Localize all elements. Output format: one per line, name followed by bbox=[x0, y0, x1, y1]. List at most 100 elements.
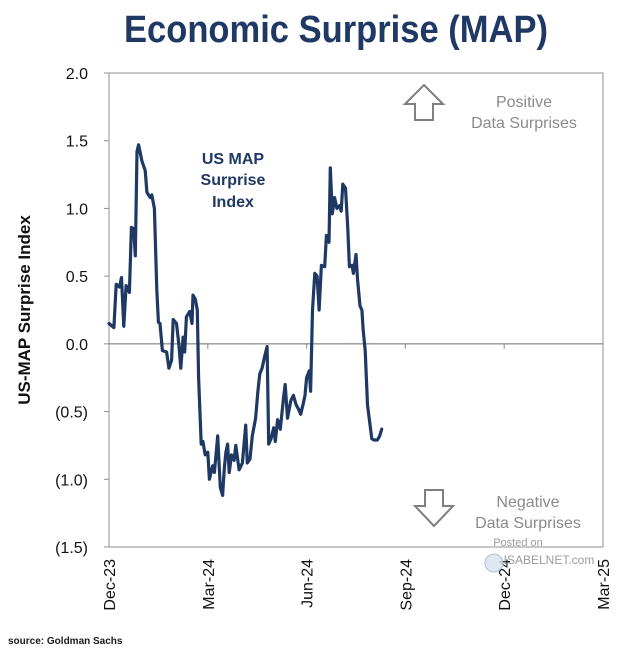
data-point bbox=[314, 272, 316, 275]
series-layer bbox=[107, 143, 384, 498]
data-point bbox=[282, 397, 285, 399]
data-point bbox=[228, 471, 230, 474]
data-point bbox=[364, 349, 367, 352]
data-point bbox=[191, 322, 193, 325]
data-point bbox=[128, 291, 131, 294]
data-point bbox=[347, 227, 349, 230]
data-point bbox=[207, 451, 209, 454]
data-point bbox=[325, 234, 328, 237]
x-tick-label: Sep-24 bbox=[398, 559, 415, 611]
data-point bbox=[336, 207, 338, 210]
data-point bbox=[329, 167, 332, 169]
data-point bbox=[356, 279, 359, 282]
data-point bbox=[305, 376, 308, 379]
data-point bbox=[286, 417, 289, 420]
data-point bbox=[368, 417, 371, 420]
data-point bbox=[223, 467, 226, 470]
data-point bbox=[196, 309, 199, 311]
data-point bbox=[309, 390, 312, 393]
data-point bbox=[134, 255, 137, 257]
data-point bbox=[159, 322, 161, 325]
data-point bbox=[204, 454, 206, 456]
data-point bbox=[211, 464, 214, 467]
data-point bbox=[120, 276, 123, 279]
y-tick-label: 1.5 bbox=[66, 134, 88, 151]
data-point bbox=[254, 417, 257, 420]
data-point bbox=[172, 318, 174, 321]
y-axis-label: US-MAP Surprise Index bbox=[15, 215, 34, 405]
data-point bbox=[299, 413, 302, 416]
data-point bbox=[161, 349, 164, 352]
data-point bbox=[333, 196, 336, 199]
data-point bbox=[233, 459, 235, 462]
data-point bbox=[316, 275, 318, 277]
y-tick-label: 2.0 bbox=[66, 66, 88, 83]
data-point bbox=[113, 326, 115, 329]
data-point bbox=[338, 204, 341, 207]
data-point bbox=[261, 367, 263, 370]
data-point bbox=[221, 494, 224, 497]
data-point bbox=[304, 394, 306, 397]
data-point bbox=[165, 351, 168, 353]
data-point bbox=[230, 454, 233, 456]
data-point bbox=[241, 462, 244, 464]
data-point bbox=[151, 194, 153, 196]
y-axis-ticks: 2.0 1.5 1.0 0.5 0.0 (0.5) (1.0) (1.5) bbox=[55, 66, 109, 557]
data-point bbox=[266, 345, 268, 348]
data-point bbox=[183, 351, 186, 353]
source-note: source: Goldman Sachs bbox=[8, 636, 123, 647]
data-point bbox=[297, 408, 300, 410]
data-point bbox=[318, 309, 320, 311]
data-point bbox=[235, 444, 237, 447]
data-point bbox=[251, 435, 254, 437]
negative-label-line2: Data Surprises bbox=[475, 515, 581, 532]
data-point bbox=[115, 283, 117, 286]
data-point bbox=[259, 372, 261, 375]
data-point bbox=[359, 305, 361, 307]
data-point bbox=[194, 298, 197, 301]
data-point bbox=[216, 435, 219, 437]
y-tick-label: (0.5) bbox=[55, 405, 88, 422]
data-point bbox=[308, 370, 311, 372]
data-point bbox=[371, 437, 373, 440]
data-point bbox=[118, 286, 121, 288]
data-point bbox=[295, 404, 297, 406]
up-arrow-icon bbox=[402, 83, 446, 121]
data-point bbox=[352, 272, 355, 275]
data-point bbox=[376, 439, 379, 441]
data-point bbox=[311, 309, 314, 311]
data-point bbox=[272, 427, 275, 429]
data-point bbox=[244, 424, 247, 426]
data-point bbox=[180, 367, 182, 370]
watermark-line2: ISABELNET.com bbox=[504, 553, 595, 567]
data-point bbox=[362, 329, 365, 332]
data-point bbox=[320, 264, 323, 267]
data-point bbox=[342, 183, 344, 185]
data-point bbox=[331, 213, 334, 215]
data-point bbox=[225, 451, 227, 454]
data-point bbox=[202, 440, 204, 443]
data-point bbox=[351, 264, 353, 267]
series-label-line3: Index bbox=[212, 194, 254, 211]
positive-label-line1: Positive bbox=[496, 94, 552, 111]
data-point bbox=[185, 316, 188, 318]
watermark: Posted on ISABELNET.com bbox=[484, 537, 595, 573]
data-point bbox=[246, 462, 249, 464]
data-point bbox=[361, 309, 363, 311]
y-tick-label: 0.5 bbox=[66, 269, 88, 286]
x-axis-ticks: Dec-23 Mar-24 Jun-24 Sep-24 Dec-24 Mar-25 bbox=[102, 343, 613, 611]
data-point bbox=[182, 336, 184, 338]
data-point bbox=[108, 322, 110, 325]
data-point bbox=[378, 435, 381, 437]
data-point bbox=[249, 458, 251, 460]
plot-area bbox=[108, 72, 604, 548]
data-point bbox=[215, 454, 217, 456]
x-tick-label: Dec-23 bbox=[102, 559, 119, 611]
data-point bbox=[328, 241, 330, 244]
watermark-line1: Posted on bbox=[493, 537, 543, 549]
down-arrow-icon bbox=[412, 489, 456, 528]
data-point bbox=[292, 394, 295, 397]
data-point bbox=[157, 321, 160, 324]
data-point bbox=[192, 294, 194, 296]
